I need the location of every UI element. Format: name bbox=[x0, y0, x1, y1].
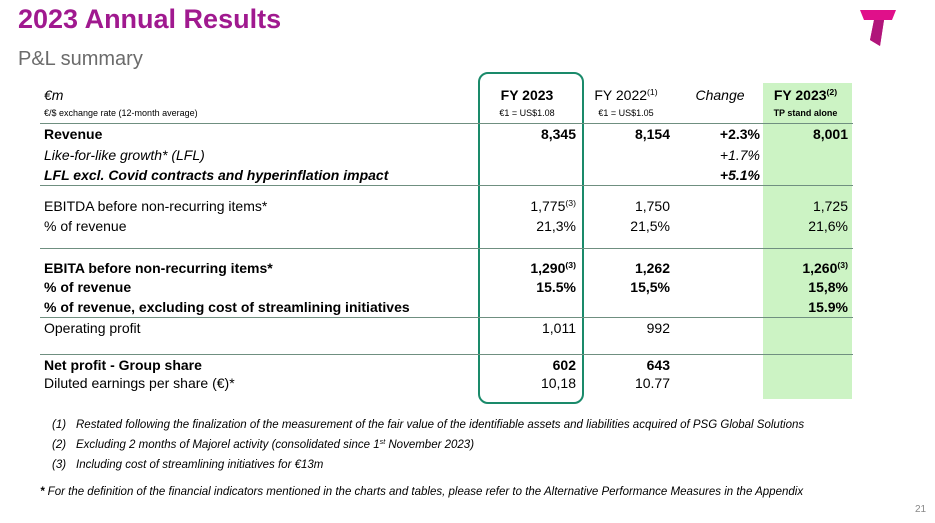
column-note: €1 = US$1.08 bbox=[499, 108, 555, 118]
footnote: (2) Excluding 2 months of Majorel activit… bbox=[52, 439, 474, 451]
cell: 8,154 bbox=[634, 126, 670, 142]
footnote-marker: (3) bbox=[52, 459, 67, 471]
cell: 1,260(3) bbox=[763, 259, 848, 277]
cell: 21,6% bbox=[808, 218, 848, 234]
definition-text: For the definition of the financial indi… bbox=[44, 486, 804, 498]
row-label: Net profit - Group share bbox=[44, 357, 202, 373]
title: 2023 Annual Results bbox=[18, 4, 282, 34]
row-rule bbox=[40, 248, 853, 249]
row-label: Operating profit bbox=[44, 320, 141, 336]
cell-sup: (3) bbox=[565, 260, 576, 271]
row-label: % of revenue bbox=[44, 279, 132, 295]
column-header: FY 2022(1) bbox=[582, 86, 670, 104]
unit-label: €m bbox=[44, 87, 64, 103]
column-header: FY 2023 bbox=[478, 86, 576, 104]
row-label: EBITDA before non-recurring items* bbox=[44, 198, 268, 214]
column-header-text: FY 2022 bbox=[594, 87, 648, 103]
cell: 10,18 bbox=[540, 375, 576, 391]
cell: 10.77 bbox=[634, 375, 670, 391]
column-header-text: Change bbox=[695, 87, 745, 103]
cell: 8,345 bbox=[540, 126, 576, 142]
cell-text: 1,290 bbox=[530, 260, 566, 276]
column-header-sup: (2) bbox=[826, 87, 838, 98]
cell: 15,5% bbox=[630, 279, 670, 295]
column-header-sup: (1) bbox=[647, 87, 658, 98]
footnote: (1) Restated following the finalization o… bbox=[52, 419, 804, 431]
row-rule bbox=[40, 185, 853, 186]
footnote-sup: st bbox=[379, 438, 386, 447]
row-rule bbox=[40, 317, 853, 318]
cell: 1,262 bbox=[634, 260, 670, 276]
tp-column-bg bbox=[763, 83, 852, 399]
cell: 15,8% bbox=[808, 279, 848, 295]
cell: 15.5% bbox=[536, 279, 576, 295]
footnote-marker: (1) bbox=[52, 419, 67, 431]
footnote-text: Excluding 2 months of Majorel activity (… bbox=[76, 439, 380, 451]
cell: 1,290(3) bbox=[478, 259, 576, 277]
cell: +1.7% bbox=[719, 147, 760, 163]
cell: 602 bbox=[552, 357, 576, 373]
footnote-text: Restated following the finalization of t… bbox=[76, 419, 805, 431]
column-header-text: FY 2023 bbox=[773, 87, 827, 103]
exchange-label: €/$ exchange rate (12-month average) bbox=[44, 108, 198, 118]
row-label: LFL excl. Covid contracts and hyperinfla… bbox=[44, 167, 389, 183]
footnote-tail: November 2023) bbox=[385, 439, 475, 451]
cell: 643 bbox=[646, 357, 670, 373]
column-note: €1 = US$1.05 bbox=[598, 108, 654, 118]
cell: 1,750 bbox=[634, 198, 670, 214]
subtitle: P&L summary bbox=[18, 48, 143, 70]
fy2023-highlight bbox=[478, 72, 584, 404]
row-label: % of revenue, excluding cost of streamli… bbox=[44, 299, 410, 315]
cell-text: 1,775 bbox=[530, 198, 566, 214]
cell: 8,001 bbox=[812, 126, 848, 142]
column-header-text: FY 2023 bbox=[500, 87, 554, 103]
cell: 21,5% bbox=[630, 218, 670, 234]
cell: 1,725 bbox=[812, 198, 848, 214]
definition: * For the definition of the financial in… bbox=[40, 486, 803, 498]
row-label: % of revenue bbox=[44, 218, 127, 234]
cell: +2.3% bbox=[719, 126, 760, 142]
cell: 1,011 bbox=[542, 320, 576, 336]
footnote: (3) Including cost of streamlining initia… bbox=[52, 459, 323, 471]
row-rule bbox=[40, 123, 853, 124]
column-header: FY 2023(2) bbox=[763, 86, 848, 104]
footnote-text: Including cost of streamlining initiativ… bbox=[76, 459, 324, 471]
footnote-marker: (2) bbox=[52, 439, 67, 451]
row-label: Like-for-like growth* (LFL) bbox=[44, 147, 205, 163]
cell-sup: (3) bbox=[565, 198, 576, 209]
cell: 1,775(3) bbox=[478, 197, 576, 215]
cell: 15.9% bbox=[808, 299, 848, 315]
cell: 992 bbox=[646, 320, 670, 336]
page-number: 21 bbox=[915, 504, 927, 515]
column-note: TP stand alone bbox=[773, 108, 838, 118]
row-label: Diluted earnings per share (€)* bbox=[44, 375, 235, 391]
cell-sup: (3) bbox=[837, 260, 848, 271]
row-label: EBITA before non-recurring items* bbox=[44, 260, 273, 276]
row-rule bbox=[40, 354, 853, 355]
row-label: Revenue bbox=[44, 126, 103, 142]
cell: +5.1% bbox=[719, 167, 760, 183]
cell-text: 1,260 bbox=[802, 260, 838, 276]
column-header: Change bbox=[680, 86, 760, 104]
cell: 21,3% bbox=[536, 218, 576, 234]
logo bbox=[860, 10, 896, 46]
definition-marker: * bbox=[40, 486, 45, 498]
